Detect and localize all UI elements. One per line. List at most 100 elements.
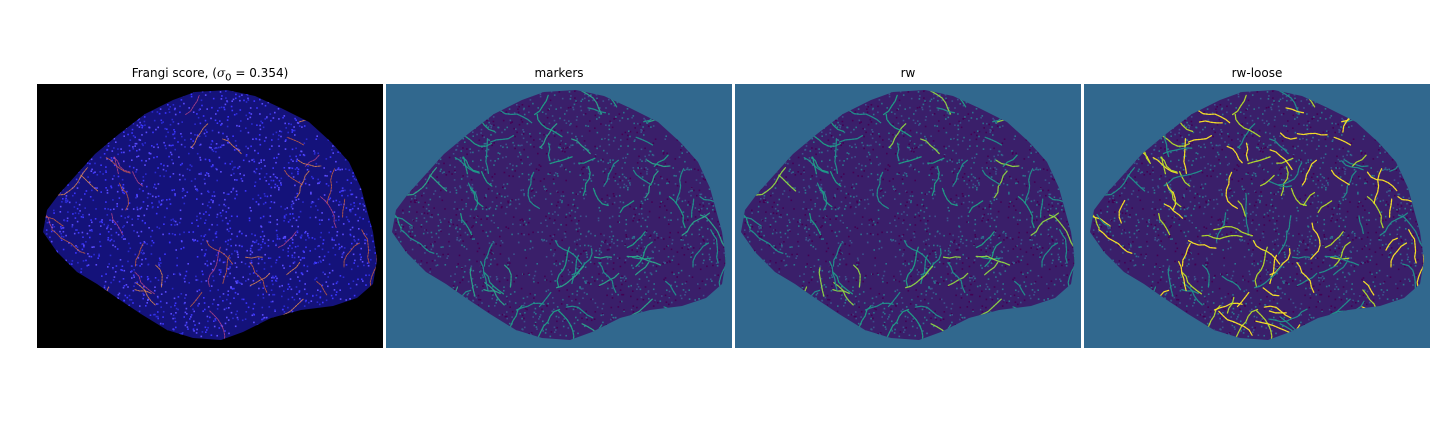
vessel-strand [1180,288,1199,295]
vessel-strand [755,167,787,196]
vessel-strand [1098,229,1134,255]
vessel-strand [132,171,144,187]
vessel-strand [1285,107,1305,114]
vessel-strand [1024,168,1034,205]
vessel-strand [547,142,551,162]
vessel-strand [463,156,469,176]
vessel-strand [556,246,570,287]
vessel-strand [1104,167,1136,196]
vessel-strand [1269,247,1291,276]
vessel-strand [1182,282,1203,306]
vessel-strand [975,231,995,249]
vessel-strand [1198,120,1224,124]
vessel-strand [942,256,962,259]
vessel-strand [554,240,583,265]
vessel-strand [1118,199,1126,224]
vessel-strand [665,280,677,297]
vessel-strand [952,159,969,187]
vessel-strand [1295,272,1318,287]
vessel-strand [1167,266,1174,297]
vessel-strand [974,255,1011,266]
vessel-strand [995,159,1020,168]
vessel-strand [483,242,493,267]
vessel-strand [593,256,613,259]
vessel-strand [818,266,825,297]
vessel-strand [1262,287,1280,297]
vessel-strand [984,261,999,276]
vessel-strand [597,261,617,293]
vessel-strand [1213,302,1244,311]
panel-title-markers: markers [534,66,584,80]
vessel-strand [1390,242,1408,268]
vessel-strand [51,229,87,254]
vessel-strand [135,243,144,267]
vessel-strand [489,135,515,143]
vessel-strand [1067,253,1075,289]
vessel-strand [400,229,436,255]
vessel-strand [838,135,864,143]
vessel-strand [1269,138,1289,155]
vessel-strand [984,136,1003,146]
vessel-strand [1290,187,1307,207]
vessel-strand [555,265,585,289]
vessel-strand [320,196,337,229]
vessel-strand [1379,212,1409,236]
vessel-strand [625,255,662,266]
vessel-strand [480,260,489,292]
vessel-strand [1039,198,1044,218]
markers-image [386,84,732,348]
vessel-strand [1333,136,1352,146]
vessel-strand [597,272,620,287]
vessel-strand [1317,200,1333,214]
vessel-strand [1397,214,1424,249]
vessel-strand [1178,171,1191,187]
vessel-strand [392,212,403,230]
vessel-strand [635,241,653,268]
sigma-symbol: σ [216,66,226,80]
vessel-strand [515,302,546,311]
vessel-strand [883,308,910,340]
vessel-strand [1197,109,1232,124]
vessel-strand [699,214,726,249]
vessel-strand [538,291,552,308]
vessel-strand [1296,132,1328,136]
vessel-strand [592,187,609,207]
vessel-strand [1254,246,1268,287]
vessel-strand [499,109,534,124]
vessel-strand [1058,228,1068,264]
frangi-image [37,84,383,348]
vessel-strand [286,136,304,146]
vessel-strand [155,264,163,288]
vessel-strand [483,271,505,295]
vessel-strand [342,198,346,218]
vessel-strand [635,261,650,276]
vessel-strand [1245,192,1249,236]
vessel-strand [1362,289,1378,311]
vessel-strand [626,231,646,249]
vessel-strand [571,247,593,276]
vessel-strand [1301,159,1318,187]
vessel-strand [831,288,850,295]
vessel-strand [461,155,480,173]
vessel-strand [304,154,320,167]
vessel-strand [277,231,297,248]
vessel-strand [1268,180,1293,188]
vessel-strand [539,123,558,149]
vessel-strand [1358,215,1364,235]
vessel-strand [1231,94,1247,116]
vessel-strand [829,260,838,292]
vessel-strand [1302,191,1316,206]
vessel-strand [1255,320,1291,334]
vessel-strand [582,166,591,197]
vessel-strand [810,155,829,173]
vessel-strand [1253,265,1283,289]
vessel-strand [1252,240,1281,265]
vessel-strand [360,228,370,264]
vessel-strand [1213,225,1255,237]
vessel-strand [832,271,854,295]
vessel-strand [690,198,695,218]
vessel-strand [577,90,603,115]
vessel-strand [1014,280,1026,297]
vessel-strand [984,241,1002,268]
vessel-strand [898,155,923,165]
